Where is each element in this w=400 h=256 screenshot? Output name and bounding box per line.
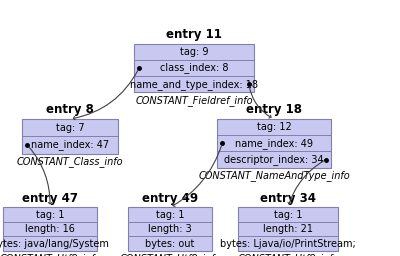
FancyBboxPatch shape: [128, 207, 212, 251]
Text: CONSTANT_Class_info: CONSTANT_Class_info: [17, 156, 123, 167]
Text: tag: 1: tag: 1: [274, 210, 302, 220]
Text: CONSTANT_Fieldref_info: CONSTANT_Fieldref_info: [135, 95, 253, 106]
Text: descriptor_index: 34: descriptor_index: 34: [224, 154, 324, 165]
FancyBboxPatch shape: [217, 119, 331, 168]
Text: entry 11: entry 11: [166, 28, 222, 41]
Text: CONSTANT_Utf8_info: CONSTANT_Utf8_info: [237, 253, 339, 256]
FancyBboxPatch shape: [134, 44, 254, 92]
Text: bytes: out: bytes: out: [145, 239, 195, 249]
Text: length: 3: length: 3: [148, 224, 192, 234]
Text: bytes: java/lang/System: bytes: java/lang/System: [0, 239, 109, 249]
Text: entry 8: entry 8: [46, 103, 94, 116]
Text: entry 49: entry 49: [142, 192, 198, 205]
Text: class_index: 8: class_index: 8: [160, 62, 228, 73]
Text: tag: 7: tag: 7: [56, 123, 84, 133]
Text: name_index: 47: name_index: 47: [31, 140, 109, 151]
Text: bytes: Ljava/io/PrintStream;: bytes: Ljava/io/PrintStream;: [220, 239, 356, 249]
Text: name_and_type_index: 18: name_and_type_index: 18: [130, 79, 258, 90]
Text: CONSTANT_Utf8_info: CONSTANT_Utf8_info: [119, 253, 221, 256]
Text: length: 16: length: 16: [25, 224, 75, 234]
FancyBboxPatch shape: [3, 207, 97, 251]
Text: length: 21: length: 21: [263, 224, 313, 234]
Text: name_index: 49: name_index: 49: [235, 138, 313, 149]
Text: CONSTANT_NameAndType_info: CONSTANT_NameAndType_info: [198, 170, 350, 181]
Text: tag: 12: tag: 12: [257, 122, 291, 132]
FancyBboxPatch shape: [238, 207, 338, 251]
Text: tag: 1: tag: 1: [36, 210, 64, 220]
Text: tag: 9: tag: 9: [180, 47, 208, 57]
Text: tag: 1: tag: 1: [156, 210, 184, 220]
Text: CONSTANT_Utf8_info: CONSTANT_Utf8_info: [0, 253, 101, 256]
Text: entry 34: entry 34: [260, 192, 316, 205]
Text: entry 47: entry 47: [22, 192, 78, 205]
Text: entry 18: entry 18: [246, 103, 302, 116]
FancyBboxPatch shape: [22, 119, 118, 154]
